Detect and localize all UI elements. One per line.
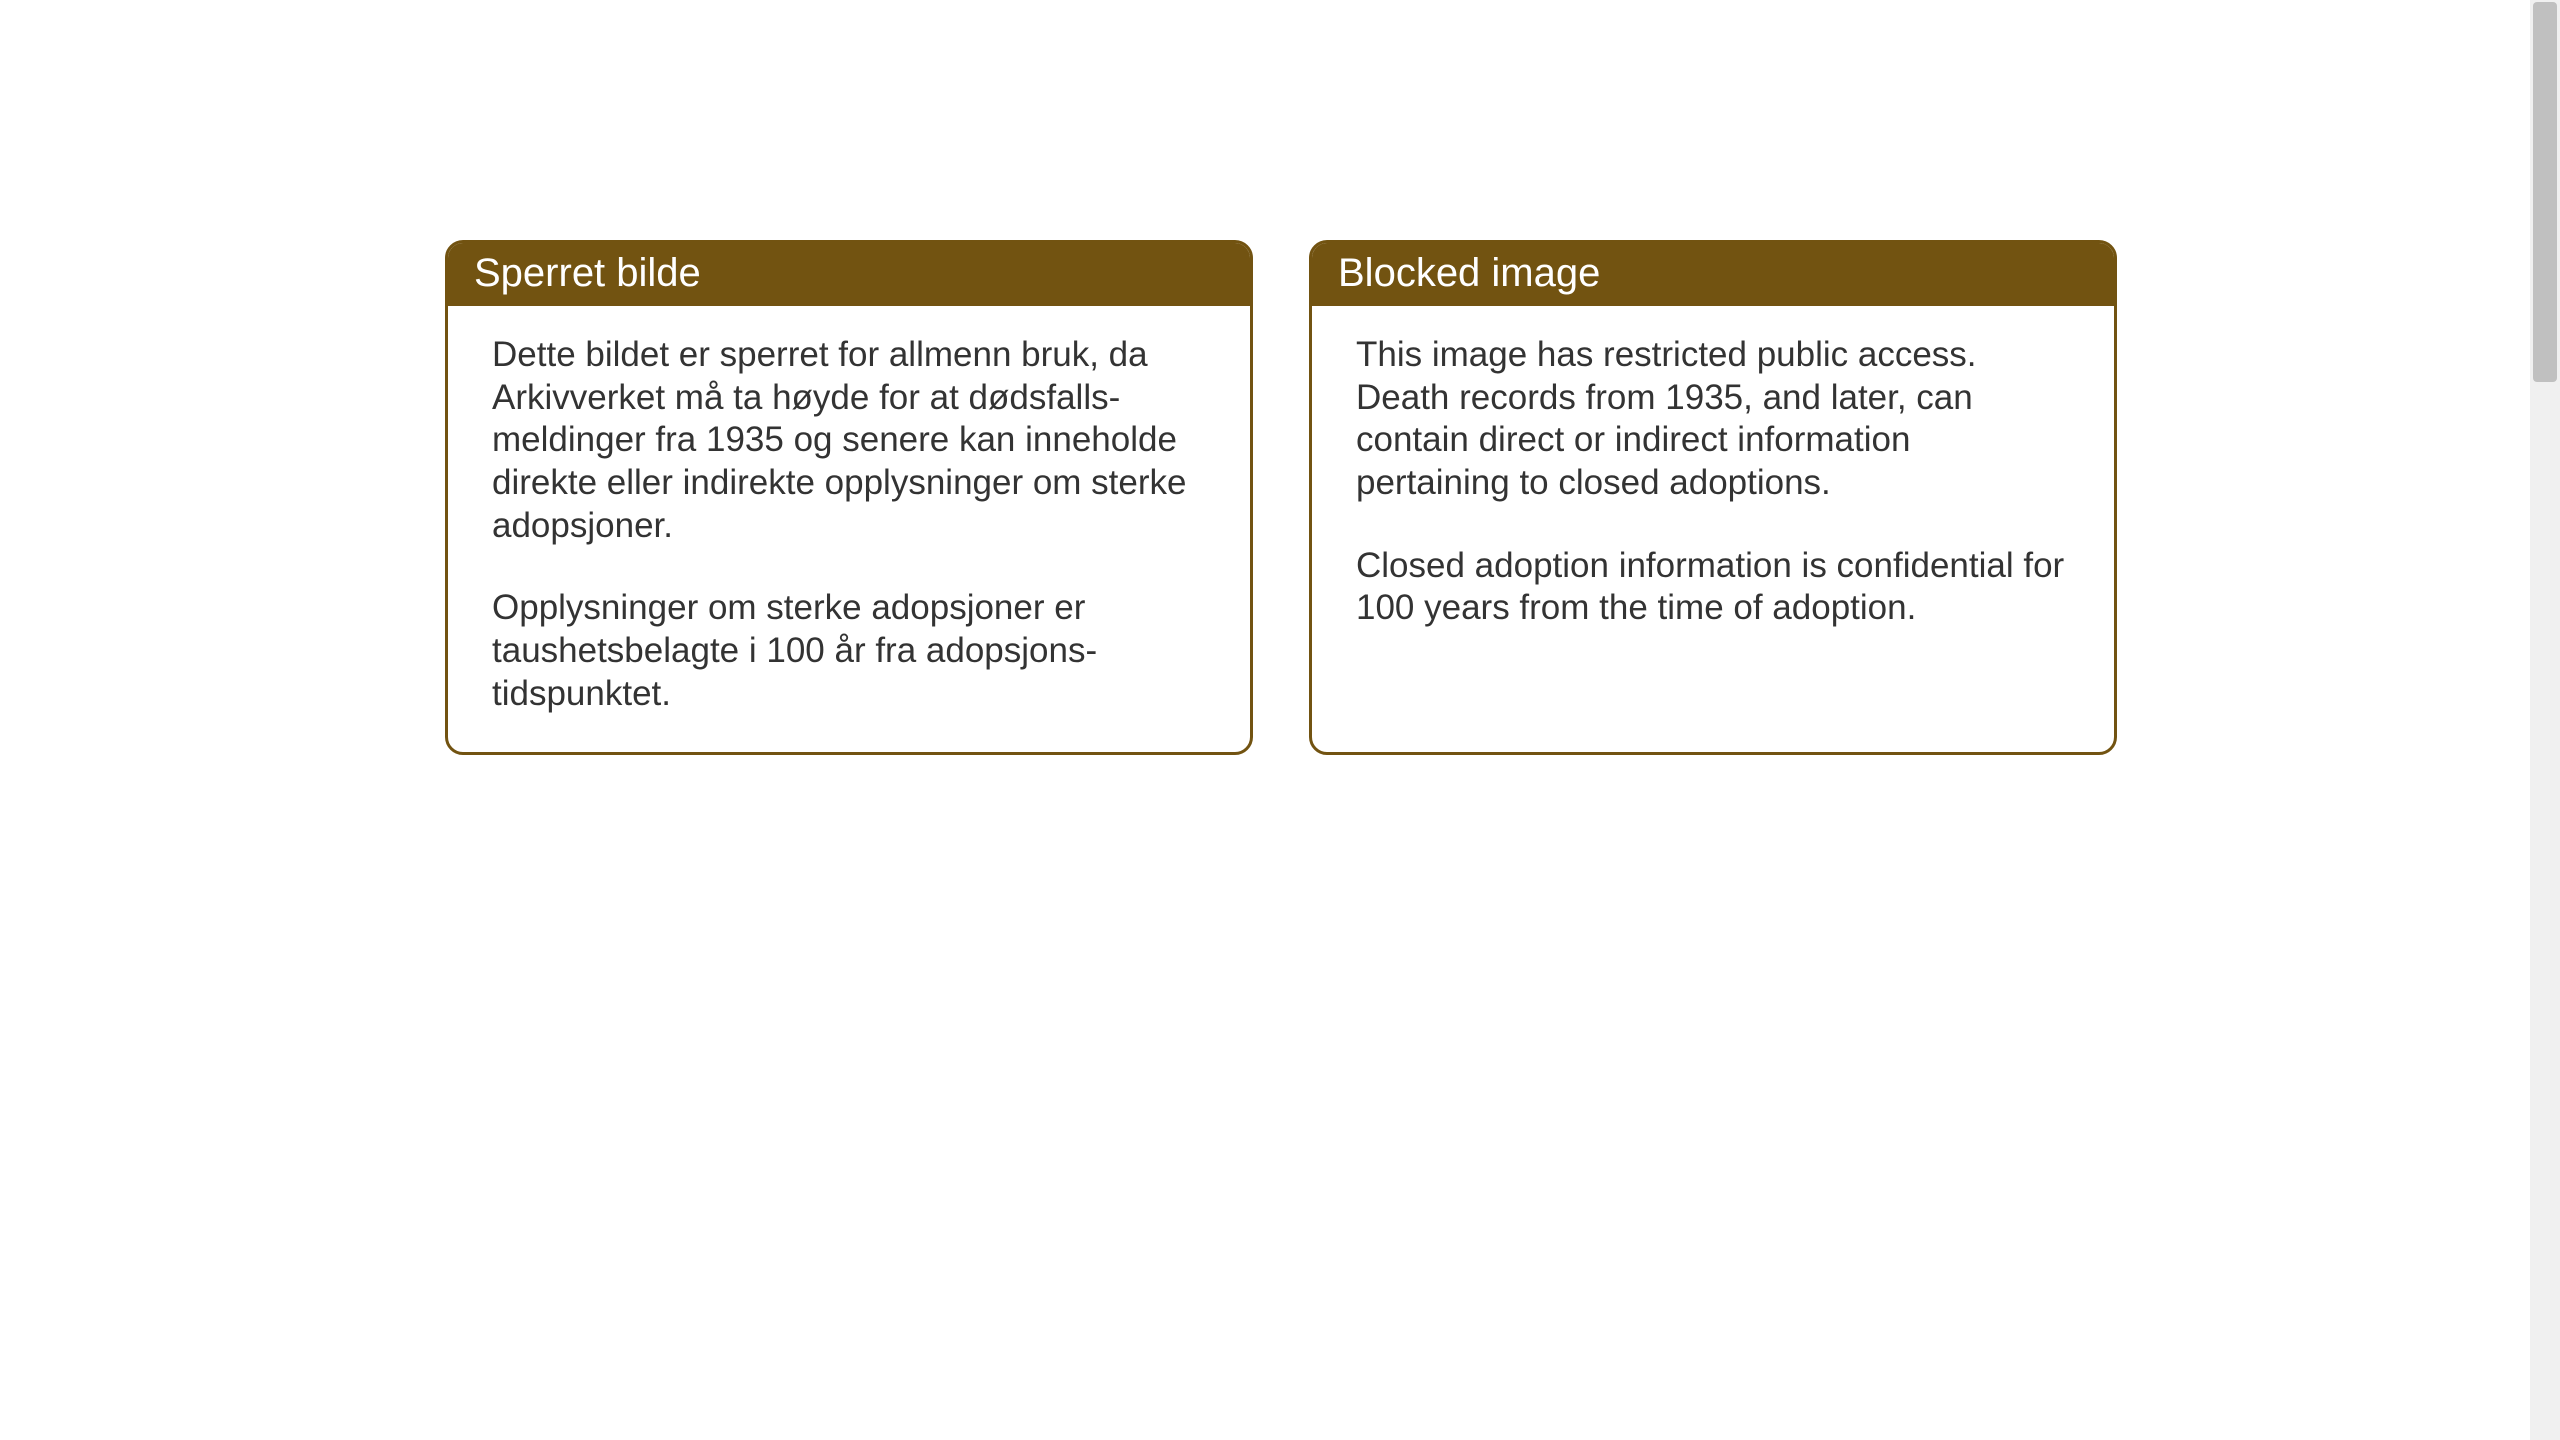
vertical-scrollbar-track[interactable] — [2530, 0, 2560, 1440]
card-body-norwegian: Dette bildet er sperret for allmenn bruk… — [448, 306, 1250, 752]
card-header-english: Blocked image — [1312, 243, 2114, 306]
card-paragraph-2-english: Closed adoption information is confident… — [1356, 545, 2070, 630]
card-paragraph-2-norwegian: Opplysninger om sterke adopsjoner er tau… — [492, 587, 1206, 715]
card-title-english: Blocked image — [1338, 251, 1600, 295]
notice-card-english: Blocked image This image has restricted … — [1309, 240, 2117, 755]
notice-card-norwegian: Sperret bilde Dette bildet er sperret fo… — [445, 240, 1253, 755]
notice-container: Sperret bilde Dette bildet er sperret fo… — [445, 240, 2117, 755]
card-body-english: This image has restricted public access.… — [1312, 306, 2114, 666]
card-header-norwegian: Sperret bilde — [448, 243, 1250, 306]
card-paragraph-1-norwegian: Dette bildet er sperret for allmenn bruk… — [492, 334, 1206, 547]
card-title-norwegian: Sperret bilde — [474, 251, 701, 295]
vertical-scrollbar-thumb[interactable] — [2533, 2, 2557, 382]
card-paragraph-1-english: This image has restricted public access.… — [1356, 334, 2070, 505]
